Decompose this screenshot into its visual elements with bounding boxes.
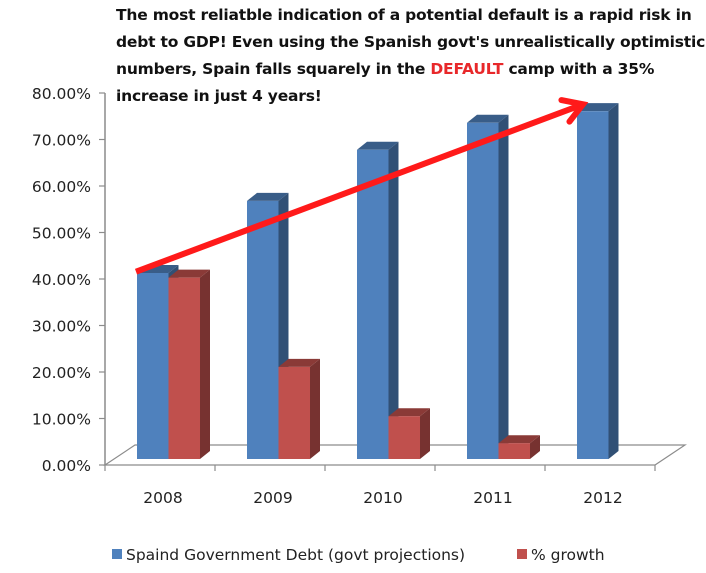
x-tick-label: 2011 (473, 489, 512, 507)
bar-top (388, 408, 430, 417)
bar-side (530, 435, 540, 459)
y-tick-label: 20.00% (32, 364, 91, 382)
x-tick-label: 2008 (143, 489, 182, 507)
bar-side (310, 358, 320, 459)
y-tick-label: 50.00% (32, 225, 91, 243)
title-highlight-default: DEFAULT (430, 60, 504, 78)
title-part-3: camp with a 35% increase in just 4 years… (116, 60, 655, 105)
y-tick-label: 10.00% (32, 411, 91, 429)
bar-spaind-government-debt-govt-projections--2011 (467, 122, 499, 460)
bar--growth-2008 (168, 277, 200, 459)
bar-top (168, 269, 210, 278)
legend-swatch (112, 549, 122, 559)
chart-floor (103, 444, 687, 466)
trend-arrow-line (134, 102, 581, 275)
bar--growth-2010 (388, 416, 420, 459)
trend-arrow-head (558, 97, 589, 125)
y-tick-label: 40.00% (32, 271, 91, 289)
bar--growth-2011 (498, 443, 530, 459)
x-tick-label: 2010 (363, 489, 402, 507)
bar-side (608, 103, 619, 460)
y-tick-label: 60.00% (32, 178, 91, 196)
bar-side (388, 141, 399, 459)
bar-spaind-government-debt-govt-projections--2008 (137, 273, 169, 459)
bar-top (357, 141, 399, 150)
bar-side (200, 269, 210, 459)
y-tick-label: 80.00% (32, 85, 91, 103)
bar--growth-2009 (278, 366, 310, 459)
y-tick-label: 0.00% (42, 457, 91, 475)
bar-top (498, 435, 540, 444)
bar-side (420, 408, 430, 459)
x-tick-label: 2009 (253, 489, 292, 507)
legend-swatch (517, 549, 527, 559)
y-tick-label: 70.00% (32, 132, 91, 150)
bar-spaind-government-debt-govt-projections--2010 (357, 149, 389, 459)
legend-label: % growth (531, 546, 605, 564)
title-part-1: The most reliatble indication of a poten… (116, 6, 706, 78)
bar-top (247, 192, 289, 201)
bar-top (577, 103, 619, 112)
bar-side (498, 114, 509, 460)
bar-spaind-government-debt-govt-projections--2009 (247, 200, 279, 460)
bar-top (278, 358, 320, 367)
x-tick-label: 2012 (583, 489, 622, 507)
chart-title: The most reliatble indication of a poten… (116, 2, 706, 110)
bar-top (467, 114, 509, 123)
legend-label: Spaind Government Debt (govt projections… (126, 546, 465, 564)
bar-spaind-government-debt-govt-projections--2012 (577, 111, 609, 460)
y-tick-label: 30.00% (32, 318, 91, 336)
